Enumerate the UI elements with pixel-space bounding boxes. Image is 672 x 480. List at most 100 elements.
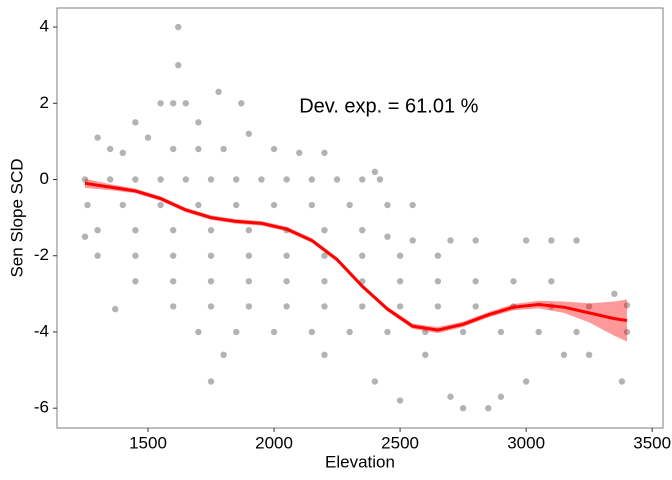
- point: [81, 233, 89, 240]
- point: [359, 252, 366, 259]
- point: [459, 328, 467, 336]
- point: [245, 130, 253, 137]
- point: [396, 278, 404, 285]
- point: [485, 404, 492, 412]
- point: [522, 237, 530, 244]
- point: [132, 176, 139, 183]
- point: [81, 176, 89, 183]
- point: [245, 303, 253, 310]
- point: [84, 201, 91, 209]
- point: [195, 328, 202, 336]
- point: [215, 88, 222, 96]
- point: [195, 145, 202, 153]
- point: [132, 119, 139, 126]
- point: [157, 176, 164, 183]
- point: [182, 100, 190, 107]
- point: [422, 328, 429, 336]
- point: [119, 201, 126, 209]
- x-tick-label: 2500: [381, 433, 419, 452]
- point: [522, 378, 530, 385]
- point: [283, 278, 290, 285]
- point: [472, 237, 479, 244]
- point: [170, 100, 177, 107]
- point: [585, 303, 593, 310]
- point: [283, 303, 290, 310]
- point: [321, 149, 328, 157]
- y-axis-title: Sen Slope SCD: [7, 158, 26, 277]
- point: [384, 328, 391, 336]
- point: [346, 328, 353, 336]
- point: [238, 100, 245, 107]
- point: [497, 328, 505, 336]
- annotation: Dev. exp. = 61.01 %: [299, 95, 478, 117]
- point: [510, 278, 517, 285]
- point: [409, 201, 416, 209]
- point: [346, 201, 353, 209]
- point: [144, 134, 152, 141]
- point: [245, 226, 253, 234]
- point: [182, 176, 190, 183]
- point: [611, 290, 618, 298]
- point: [573, 328, 580, 336]
- point: [472, 303, 479, 310]
- point: [308, 328, 316, 336]
- point: [623, 328, 631, 336]
- point: [233, 201, 240, 209]
- point: [384, 233, 391, 240]
- point: [157, 100, 164, 107]
- point: [157, 201, 164, 209]
- point: [283, 252, 290, 259]
- panel-border: [56, 7, 664, 429]
- point: [207, 252, 215, 259]
- point: [170, 252, 177, 259]
- point: [308, 176, 316, 183]
- point: [434, 252, 442, 259]
- point: [618, 378, 626, 385]
- x-tick-label: 3500: [633, 433, 671, 452]
- point: [170, 303, 177, 310]
- point: [434, 278, 442, 285]
- x-tick-label: 3000: [507, 433, 545, 452]
- point: [175, 23, 182, 31]
- point: [207, 226, 215, 234]
- point: [560, 351, 568, 359]
- point: [132, 252, 139, 259]
- y-tick-label: -6: [34, 398, 49, 417]
- x-axis-title: Elevation: [325, 452, 395, 471]
- point: [245, 278, 253, 285]
- smooth-line: [84, 181, 628, 332]
- point: [94, 252, 101, 259]
- point: [333, 176, 341, 183]
- point: [321, 252, 328, 259]
- point: [321, 351, 328, 359]
- point: [548, 237, 555, 244]
- point: [233, 328, 240, 336]
- point: [283, 176, 290, 183]
- point: [175, 61, 182, 69]
- y-tick-label: -2: [34, 245, 49, 264]
- point: [112, 305, 119, 313]
- point: [170, 226, 177, 234]
- point: [573, 237, 580, 244]
- point: [233, 176, 240, 183]
- point: [548, 278, 555, 285]
- point: [207, 303, 215, 310]
- point: [321, 303, 328, 310]
- point: [270, 145, 278, 153]
- point: [308, 201, 316, 209]
- point: [258, 176, 265, 183]
- point: [94, 134, 101, 141]
- point: [359, 303, 366, 310]
- point: [207, 176, 215, 183]
- point: [409, 237, 416, 244]
- point: [472, 278, 479, 285]
- point: [106, 145, 114, 153]
- point: [132, 226, 139, 234]
- point: [220, 145, 227, 153]
- point: [270, 328, 278, 336]
- point: [359, 226, 366, 234]
- x-tick-label: 2000: [255, 433, 293, 452]
- point: [447, 237, 454, 244]
- point: [585, 351, 593, 359]
